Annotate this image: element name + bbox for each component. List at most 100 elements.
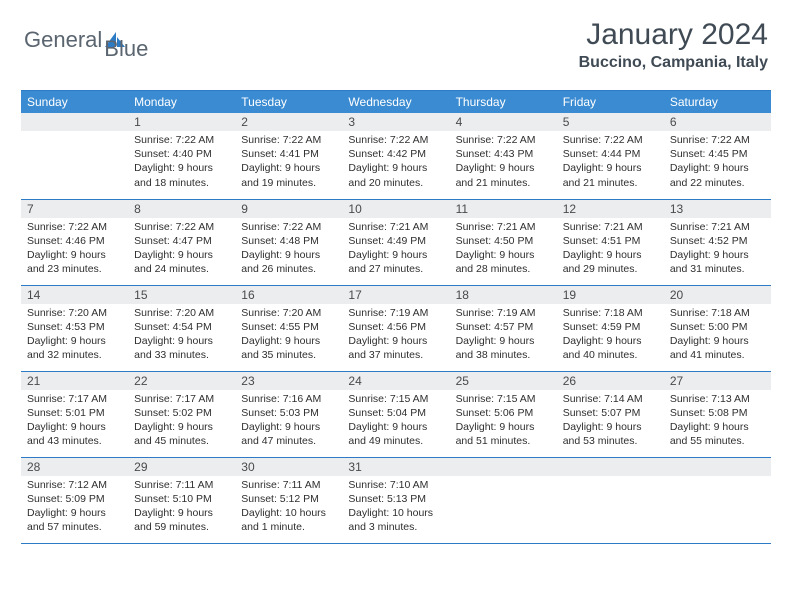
day-number: 27 — [664, 372, 771, 390]
day-cell: 9Sunrise: 7:22 AMSunset: 4:48 PMDaylight… — [235, 199, 342, 285]
day-cell: 30Sunrise: 7:11 AMSunset: 5:12 PMDayligh… — [235, 457, 342, 543]
week-row: 28Sunrise: 7:12 AMSunset: 5:09 PMDayligh… — [21, 457, 771, 543]
day-data: Sunrise: 7:22 AMSunset: 4:47 PMDaylight:… — [128, 218, 235, 281]
sunset-text: Sunset: 5:07 PM — [563, 406, 658, 420]
sunset-text: Sunset: 4:53 PM — [27, 320, 122, 334]
day-cell: 12Sunrise: 7:21 AMSunset: 4:51 PMDayligh… — [557, 199, 664, 285]
sunset-text: Sunset: 4:45 PM — [670, 147, 765, 161]
empty-day-number — [664, 458, 771, 476]
daylight-text: Daylight: 9 hours and 37 minutes. — [348, 334, 443, 362]
header: General Blue January 2024 Buccino, Campa… — [0, 0, 792, 80]
daylight-text: Daylight: 9 hours and 21 minutes. — [563, 161, 658, 189]
sunset-text: Sunset: 5:13 PM — [348, 492, 443, 506]
day-cell: 13Sunrise: 7:21 AMSunset: 4:52 PMDayligh… — [664, 199, 771, 285]
sunrise-text: Sunrise: 7:19 AM — [348, 306, 443, 320]
day-number: 9 — [235, 200, 342, 218]
sunrise-text: Sunrise: 7:11 AM — [134, 478, 229, 492]
sunset-text: Sunset: 5:08 PM — [670, 406, 765, 420]
day-cell — [557, 457, 664, 543]
day-cell: 22Sunrise: 7:17 AMSunset: 5:02 PMDayligh… — [128, 371, 235, 457]
daylight-text: Daylight: 9 hours and 31 minutes. — [670, 248, 765, 276]
sunset-text: Sunset: 4:48 PM — [241, 234, 336, 248]
empty-day-number — [557, 458, 664, 476]
day-data: Sunrise: 7:15 AMSunset: 5:06 PMDaylight:… — [450, 390, 557, 453]
daylight-text: Daylight: 9 hours and 33 minutes. — [134, 334, 229, 362]
day-number: 18 — [450, 286, 557, 304]
day-number: 16 — [235, 286, 342, 304]
day-cell: 14Sunrise: 7:20 AMSunset: 4:53 PMDayligh… — [21, 285, 128, 371]
sunrise-text: Sunrise: 7:13 AM — [670, 392, 765, 406]
day-data: Sunrise: 7:19 AMSunset: 4:57 PMDaylight:… — [450, 304, 557, 367]
day-number: 29 — [128, 458, 235, 476]
daylight-text: Daylight: 9 hours and 29 minutes. — [563, 248, 658, 276]
day-number: 22 — [128, 372, 235, 390]
sunrise-text: Sunrise: 7:18 AM — [563, 306, 658, 320]
day-cell: 26Sunrise: 7:14 AMSunset: 5:07 PMDayligh… — [557, 371, 664, 457]
day-cell: 6Sunrise: 7:22 AMSunset: 4:45 PMDaylight… — [664, 113, 771, 199]
daylight-text: Daylight: 9 hours and 38 minutes. — [456, 334, 551, 362]
sunset-text: Sunset: 4:55 PM — [241, 320, 336, 334]
day-cell: 7Sunrise: 7:22 AMSunset: 4:46 PMDaylight… — [21, 199, 128, 285]
daylight-text: Daylight: 10 hours and 1 minute. — [241, 506, 336, 534]
weekday-header: Wednesday — [342, 91, 449, 114]
weekday-header: Tuesday — [235, 91, 342, 114]
sunset-text: Sunset: 4:42 PM — [348, 147, 443, 161]
day-cell: 29Sunrise: 7:11 AMSunset: 5:10 PMDayligh… — [128, 457, 235, 543]
sunset-text: Sunset: 4:56 PM — [348, 320, 443, 334]
sunrise-text: Sunrise: 7:21 AM — [456, 220, 551, 234]
daylight-text: Daylight: 9 hours and 20 minutes. — [348, 161, 443, 189]
sunset-text: Sunset: 5:09 PM — [27, 492, 122, 506]
day-cell: 16Sunrise: 7:20 AMSunset: 4:55 PMDayligh… — [235, 285, 342, 371]
sunrise-text: Sunrise: 7:18 AM — [670, 306, 765, 320]
day-cell: 19 Sunrise: 7:18 AMSunset: 4:59 PMDayligh… — [557, 285, 664, 371]
month-title: January 2024 — [579, 18, 768, 52]
daylight-text: Daylight: 9 hours and 27 minutes. — [348, 248, 443, 276]
daylight-text: Daylight: 9 hours and 32 minutes. — [27, 334, 122, 362]
daylight-text: Daylight: 9 hours and 18 minutes. — [134, 161, 229, 189]
daylight-text: Daylight: 9 hours and 40 minutes. — [563, 334, 658, 362]
day-number: 15 — [128, 286, 235, 304]
day-cell — [450, 457, 557, 543]
weekday-header-row: Sunday Monday Tuesday Wednesday Thursday… — [21, 91, 771, 114]
logo-text-general: General — [24, 27, 102, 53]
day-cell: 1Sunrise: 7:22 AMSunset: 4:40 PMDaylight… — [128, 113, 235, 199]
sunrise-text: Sunrise: 7:21 AM — [670, 220, 765, 234]
day-number: 1 — [128, 113, 235, 131]
sunrise-text: Sunrise: 7:15 AM — [348, 392, 443, 406]
day-number: 19 — [557, 286, 664, 304]
week-row: 21Sunrise: 7:17 AMSunset: 5:01 PMDayligh… — [21, 371, 771, 457]
day-number: 25 — [450, 372, 557, 390]
sunset-text: Sunset: 4:59 PM — [563, 320, 658, 334]
daylight-text: Daylight: 9 hours and 59 minutes. — [134, 506, 229, 534]
sunrise-text: Sunrise: 7:20 AM — [241, 306, 336, 320]
day-data: Sunrise: 7:11 AMSunset: 5:12 PMDaylight:… — [235, 476, 342, 539]
calendar-table: Sunday Monday Tuesday Wednesday Thursday… — [21, 90, 771, 544]
sunset-text: Sunset: 5:03 PM — [241, 406, 336, 420]
day-data: Sunrise: 7:22 AMSunset: 4:41 PMDaylight:… — [235, 131, 342, 194]
day-data: Sunrise: 7:21 AMSunset: 4:50 PMDaylight:… — [450, 218, 557, 281]
sunset-text: Sunset: 5:04 PM — [348, 406, 443, 420]
sunset-text: Sunset: 5:01 PM — [27, 406, 122, 420]
daylight-text: Daylight: 9 hours and 43 minutes. — [27, 420, 122, 448]
sunset-text: Sunset: 4:51 PM — [563, 234, 658, 248]
logo-text-blue: Blue — [104, 36, 148, 62]
day-number: 10 — [342, 200, 449, 218]
day-cell: 28Sunrise: 7:12 AMSunset: 5:09 PMDayligh… — [21, 457, 128, 543]
sunrise-text: Sunrise: 7:17 AM — [134, 392, 229, 406]
day-cell — [664, 457, 771, 543]
sunrise-text: Sunrise: 7:21 AM — [563, 220, 658, 234]
sunset-text: Sunset: 4:54 PM — [134, 320, 229, 334]
logo: General Blue — [24, 18, 148, 62]
day-number: 11 — [450, 200, 557, 218]
sunrise-text: Sunrise: 7:17 AM — [27, 392, 122, 406]
day-number: 13 — [664, 200, 771, 218]
day-number: 24 — [342, 372, 449, 390]
sunset-text: Sunset: 4:43 PM — [456, 147, 551, 161]
day-cell: 15Sunrise: 7:20 AMSunset: 4:54 PMDayligh… — [128, 285, 235, 371]
day-cell: 24Sunrise: 7:15 AMSunset: 5:04 PMDayligh… — [342, 371, 449, 457]
sunrise-text: Sunrise: 7:22 AM — [670, 133, 765, 147]
day-number: 17 — [342, 286, 449, 304]
day-number: 21 — [21, 372, 128, 390]
sunrise-text: Sunrise: 7:14 AM — [563, 392, 658, 406]
day-data: Sunrise: 7:21 AMSunset: 4:52 PMDaylight:… — [664, 218, 771, 281]
